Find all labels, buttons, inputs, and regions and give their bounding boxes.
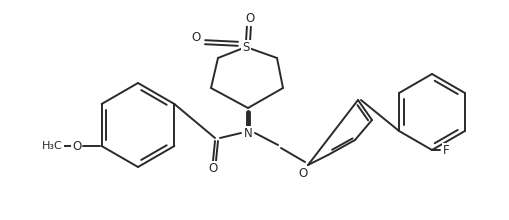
Text: F: F: [442, 143, 448, 156]
Text: O: O: [72, 139, 81, 152]
Text: O: O: [245, 11, 254, 24]
Text: S: S: [242, 40, 249, 53]
Text: O: O: [191, 31, 200, 44]
Text: O: O: [298, 167, 307, 180]
Text: O: O: [208, 161, 217, 174]
Text: N: N: [243, 126, 252, 139]
Text: H₃C: H₃C: [42, 141, 63, 151]
